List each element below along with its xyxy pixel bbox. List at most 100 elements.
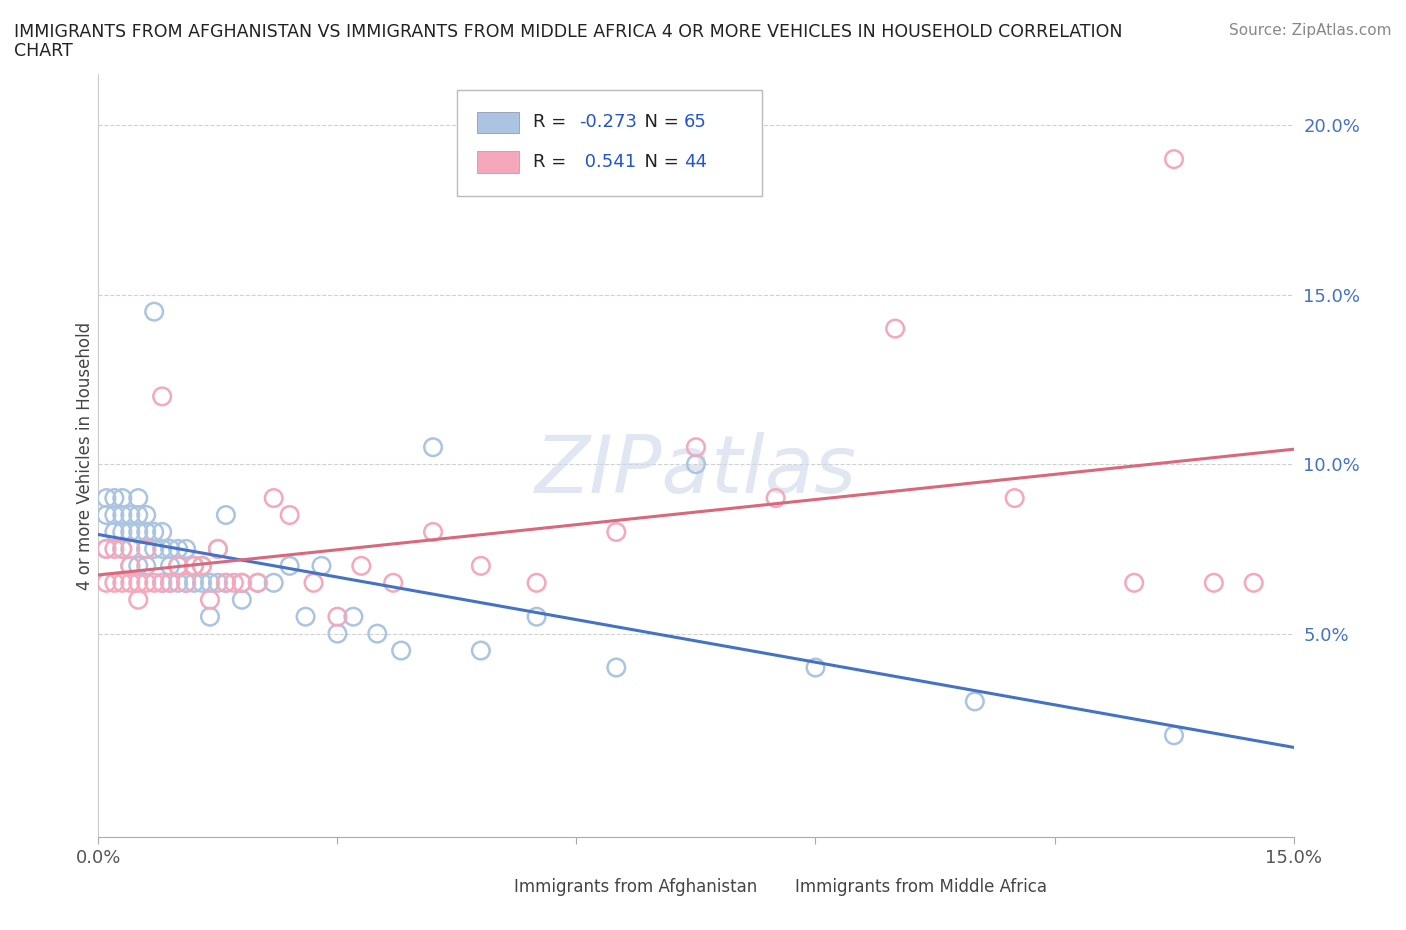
Point <box>159 558 181 573</box>
Point <box>422 525 444 539</box>
Point <box>326 609 349 624</box>
Point <box>96 576 118 591</box>
Point <box>96 491 118 506</box>
Point <box>198 592 221 607</box>
Text: ZIPatlas: ZIPatlas <box>534 432 858 510</box>
Point <box>183 558 205 573</box>
Point <box>103 525 125 539</box>
Point <box>111 541 134 556</box>
Point <box>526 576 548 591</box>
Point <box>167 541 190 556</box>
FancyBboxPatch shape <box>477 112 519 133</box>
Point <box>167 558 190 573</box>
Point <box>120 558 142 573</box>
Point <box>342 609 364 624</box>
Point <box>526 609 548 624</box>
Point <box>135 558 157 573</box>
Point <box>127 508 149 523</box>
Point <box>963 694 986 709</box>
Point <box>1123 576 1146 591</box>
Point <box>167 576 190 591</box>
Text: CHART: CHART <box>14 42 73 60</box>
Point <box>159 576 181 591</box>
Point <box>470 558 492 573</box>
Point <box>198 576 221 591</box>
Text: Immigrants from Middle Africa: Immigrants from Middle Africa <box>796 878 1047 896</box>
Point <box>150 576 173 591</box>
Point <box>207 541 229 556</box>
Point <box>143 525 166 539</box>
Point <box>150 576 173 591</box>
Point <box>120 525 142 539</box>
Point <box>174 541 197 556</box>
Point <box>135 508 157 523</box>
Point <box>685 440 707 455</box>
Text: 44: 44 <box>685 153 707 171</box>
Point <box>302 576 325 591</box>
Text: IMMIGRANTS FROM AFGHANISTAN VS IMMIGRANTS FROM MIDDLE AFRICA 4 OR MORE VEHICLES : IMMIGRANTS FROM AFGHANISTAN VS IMMIGRANT… <box>14 23 1122 41</box>
Point <box>174 576 197 591</box>
Point <box>884 321 907 336</box>
Point <box>422 440 444 455</box>
Point <box>96 508 118 523</box>
Point <box>135 541 157 556</box>
Point <box>263 576 285 591</box>
Point <box>103 541 125 556</box>
Text: 65: 65 <box>685 113 707 131</box>
Point <box>350 558 373 573</box>
Text: R =: R = <box>533 153 572 171</box>
Text: Immigrants from Afghanistan: Immigrants from Afghanistan <box>515 878 758 896</box>
Point <box>150 525 173 539</box>
Point <box>111 576 134 591</box>
Point <box>174 576 197 591</box>
Point <box>222 576 245 591</box>
Point <box>191 558 214 573</box>
Point <box>765 491 787 506</box>
Point <box>103 576 125 591</box>
Point <box>215 576 238 591</box>
Point <box>167 558 190 573</box>
Point <box>1163 152 1185 166</box>
FancyBboxPatch shape <box>477 152 519 173</box>
Point <box>263 491 285 506</box>
Point <box>366 626 388 641</box>
Point <box>96 541 118 556</box>
Text: N =: N = <box>633 113 685 131</box>
Point <box>207 541 229 556</box>
Point <box>143 304 166 319</box>
Point <box>278 558 301 573</box>
Y-axis label: 4 or more Vehicles in Household: 4 or more Vehicles in Household <box>76 322 94 590</box>
Point <box>389 644 412 658</box>
Point <box>159 576 181 591</box>
Point <box>127 525 149 539</box>
Point <box>111 525 134 539</box>
Point <box>120 576 142 591</box>
Point <box>143 541 166 556</box>
Point <box>605 660 627 675</box>
Point <box>111 541 134 556</box>
Point <box>1243 576 1265 591</box>
Point <box>311 558 333 573</box>
Point <box>231 576 253 591</box>
Point <box>1163 728 1185 743</box>
Point <box>294 609 316 624</box>
Point <box>246 576 269 591</box>
Point <box>382 576 405 591</box>
Point <box>143 576 166 591</box>
Text: -0.273: -0.273 <box>579 113 637 131</box>
Point <box>96 541 118 556</box>
FancyBboxPatch shape <box>457 89 762 196</box>
Point <box>120 508 142 523</box>
Point <box>1202 576 1225 591</box>
Point <box>207 576 229 591</box>
Point <box>120 541 142 556</box>
Text: Source: ZipAtlas.com: Source: ZipAtlas.com <box>1229 23 1392 38</box>
Point <box>191 576 214 591</box>
Point <box>127 592 149 607</box>
Point <box>231 576 253 591</box>
Point <box>183 558 205 573</box>
Point <box>120 558 142 573</box>
Point <box>127 558 149 573</box>
Text: 0.541: 0.541 <box>579 153 636 171</box>
Point <box>246 576 269 591</box>
